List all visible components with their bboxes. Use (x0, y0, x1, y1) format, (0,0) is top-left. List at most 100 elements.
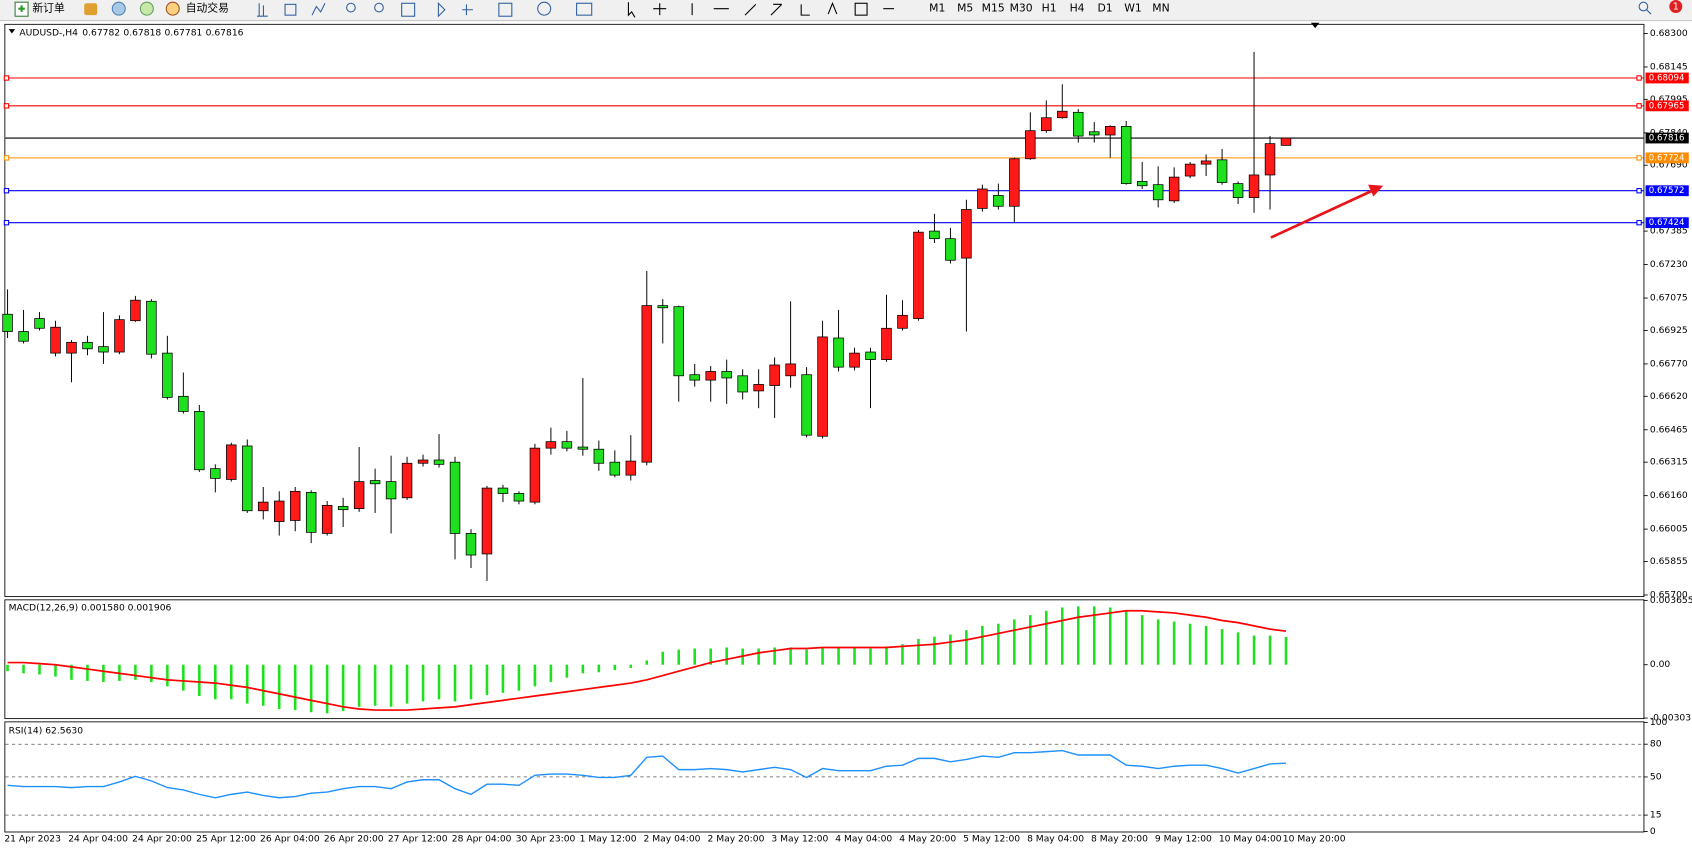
new-order-button[interactable]: 新订单 (14, 1, 65, 17)
y-tick-label: 0.67230 (1650, 259, 1688, 270)
auto-trading-button[interactable]: 自动交易 (165, 1, 229, 16)
x-tick-label: 21 Apr 2023 (4, 834, 61, 845)
icon[interactable] (437, 1, 446, 18)
x-tick-label: 4 May 04:00 (835, 834, 892, 845)
candle-body (865, 351, 876, 360)
price-label-box (1645, 72, 1689, 84)
candle-body (721, 371, 732, 379)
candle-body (242, 445, 253, 512)
tool-icons[interactable] (256, 1, 895, 18)
icon[interactable] (498, 2, 513, 17)
icon (18, 5, 25, 12)
icon[interactable] (111, 1, 126, 16)
y-tick-label: 0 (1650, 826, 1656, 837)
candle-body (82, 341, 93, 350)
candle-body (1120, 125, 1132, 184)
header-field: 0.67781 (164, 27, 202, 38)
candle-body (449, 461, 461, 534)
y-tick-label: 0.65700 (1650, 589, 1688, 600)
x-tick-label: 1 May 12:00 (580, 834, 637, 845)
candle-body (913, 231, 924, 319)
icon[interactable] (346, 2, 356, 13)
timeframe-button[interactable]: M15 (982, 2, 1005, 15)
candle-body (146, 300, 157, 355)
candle-body (545, 441, 557, 449)
candle-body (305, 492, 317, 533)
timeframe-button[interactable]: W1 (1124, 2, 1142, 15)
candle-body (130, 299, 141, 322)
icon[interactable] (770, 3, 783, 16)
candle-body (513, 493, 525, 502)
candle-body (929, 230, 940, 240)
timeframe-button[interactable]: H4 (1070, 2, 1085, 15)
arrow-head (1368, 184, 1384, 197)
candle-body (1057, 110, 1068, 119)
candle-body (561, 441, 573, 449)
y-tick-label: 80 (1650, 739, 1662, 750)
candle-body (849, 352, 860, 368)
timeframe-button[interactable]: M1 (929, 2, 945, 15)
y-tick-label: 0.67385 (1650, 226, 1688, 237)
timeframe-button[interactable]: D1 (1097, 2, 1112, 15)
timeframe-bar: M1 M5 M15 M30 H1 H4 D1 W1 MN (929, 2, 1170, 15)
timeframe-button[interactable]: H1 (1042, 2, 1057, 15)
icon[interactable] (827, 1, 838, 15)
timeframe-button[interactable]: MN (1152, 2, 1169, 15)
y-tick-label: 0.00 (1650, 659, 1671, 670)
notification-badge[interactable] (1669, 0, 1683, 13)
icon[interactable] (854, 2, 868, 16)
x-tick-label: 3 May 12:00 (771, 834, 828, 845)
timeframe-button[interactable]: M5 (957, 2, 973, 15)
line-handle (1636, 155, 1642, 161)
y-tick-label: 0.67690 (1650, 160, 1688, 171)
icon[interactable] (800, 4, 810, 16)
candle-body (529, 447, 541, 503)
icon[interactable] (311, 3, 326, 16)
x-tick-label: 26 Apr 20:00 (324, 834, 384, 845)
candle-body (673, 306, 684, 377)
candle-body (769, 364, 780, 386)
icon[interactable] (401, 2, 416, 17)
candle-body (178, 395, 189, 412)
icon[interactable] (284, 3, 297, 16)
icon[interactable] (139, 1, 154, 16)
x-tick-label: 27 Apr 12:00 (388, 834, 448, 845)
candle-body (1136, 181, 1148, 187)
candle-body (1073, 111, 1084, 137)
candle-body (66, 341, 77, 354)
candle-body (1009, 158, 1020, 207)
icon[interactable] (653, 3, 667, 16)
icon[interactable] (84, 3, 98, 16)
candle-body (321, 504, 333, 534)
icon[interactable] (374, 2, 384, 13)
candle-body (609, 461, 621, 476)
price-label-box (1645, 217, 1689, 229)
icon[interactable] (691, 3, 757, 16)
candle-body (897, 314, 908, 329)
icon[interactable] (576, 2, 593, 16)
icon[interactable] (256, 3, 268, 17)
candle-body (194, 411, 205, 471)
icon[interactable] (627, 2, 636, 18)
timeframe-button[interactable]: M30 (1010, 2, 1033, 15)
icon[interactable] (537, 1, 552, 16)
x-tick-label: 8 May 20:00 (1091, 834, 1148, 845)
x-tick-label: 2 May 20:00 (707, 834, 764, 845)
price-label: 0.67816 (1649, 134, 1685, 144)
candle-body (1216, 159, 1228, 183)
icon[interactable] (462, 4, 473, 16)
candle-body (210, 468, 221, 479)
y-tick-label: 15 (1650, 810, 1662, 821)
button-label: 新订单 (32, 2, 65, 15)
candle-body (1200, 160, 1212, 165)
x-tick-label: 9 May 12:00 (1155, 834, 1212, 845)
candle-body (385, 481, 397, 500)
y-tick-label: 0.68300 (1650, 28, 1688, 39)
candle-body (625, 460, 637, 476)
search-icon[interactable] (1638, 1, 1649, 12)
x-tick-label: 25 Apr 12:00 (196, 834, 256, 845)
candle-body (593, 448, 605, 464)
chart-background (0, 21, 1692, 852)
line-handle (3, 103, 10, 109)
